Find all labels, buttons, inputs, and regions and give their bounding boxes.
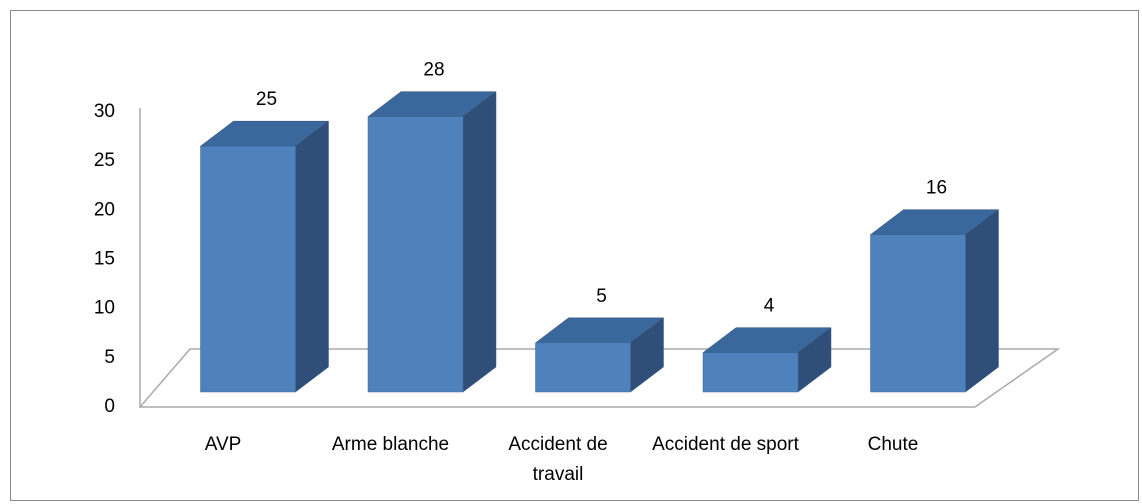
bar xyxy=(535,342,631,393)
value-label: 28 xyxy=(423,60,444,81)
bar xyxy=(870,234,966,393)
x-tick-label: AVP xyxy=(204,434,242,455)
bar-side xyxy=(295,120,329,393)
x-tick-label: Arme blanche xyxy=(331,434,450,455)
x-tick-label: Accident de sport xyxy=(652,434,799,455)
y-tick-label: 5 xyxy=(104,347,115,368)
bar-side xyxy=(462,91,497,393)
y-tick-label: 30 xyxy=(94,101,115,122)
bar xyxy=(367,116,464,393)
floor xyxy=(138,348,1061,408)
value-label: 16 xyxy=(926,178,947,199)
y-tick-label: 0 xyxy=(104,396,115,417)
bar-side xyxy=(965,209,999,393)
x-tick-label: Chute xyxy=(867,434,919,455)
bar xyxy=(200,145,296,393)
value-label: 5 xyxy=(596,286,607,307)
y-tick-label: 15 xyxy=(94,249,115,270)
bar xyxy=(702,352,799,393)
x-tick-label: Accident de travail xyxy=(508,434,608,485)
y-tick-label: 25 xyxy=(94,150,115,171)
y-tick-label: 10 xyxy=(94,298,115,319)
y-tick-label: 20 xyxy=(94,199,115,220)
value-label: 25 xyxy=(256,89,277,110)
value-label: 4 xyxy=(764,296,775,317)
